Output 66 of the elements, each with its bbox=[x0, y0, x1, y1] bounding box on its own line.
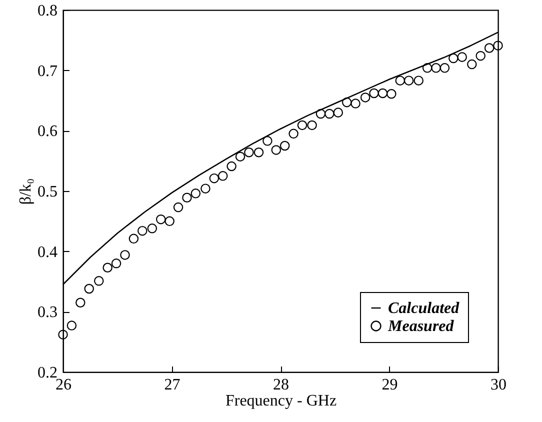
x-tick-label: 26 bbox=[56, 376, 72, 394]
point bbox=[288, 128, 298, 139]
legend-label: Measured bbox=[387, 318, 455, 335]
point bbox=[138, 226, 148, 236]
y-tick-label: 0.3 bbox=[38, 304, 58, 322]
point bbox=[182, 192, 192, 203]
point bbox=[350, 98, 360, 108]
point bbox=[58, 330, 68, 340]
point bbox=[360, 92, 370, 102]
y-axis-title: β/k₀ bbox=[18, 178, 34, 205]
point bbox=[316, 108, 326, 119]
point bbox=[76, 298, 86, 308]
point bbox=[297, 120, 308, 130]
point bbox=[128, 234, 139, 244]
point bbox=[262, 136, 272, 146]
point bbox=[147, 224, 158, 234]
point bbox=[440, 63, 450, 73]
point bbox=[94, 276, 104, 286]
point bbox=[111, 258, 122, 268]
point bbox=[164, 216, 174, 226]
y-tick-label: 0.5 bbox=[38, 184, 58, 200]
point bbox=[244, 148, 254, 158]
point bbox=[431, 63, 441, 73]
y-tick-label: 0.7 bbox=[38, 62, 58, 80]
point bbox=[457, 52, 467, 62]
y-tick-label: 0.8 bbox=[38, 2, 58, 20]
x-axis-title: Frequency - GHz bbox=[225, 392, 337, 410]
point bbox=[307, 120, 317, 130]
point bbox=[235, 152, 246, 162]
y-tick-label: 0.2 bbox=[38, 364, 58, 382]
point bbox=[218, 171, 228, 181]
point bbox=[200, 184, 210, 194]
point bbox=[333, 108, 344, 118]
y-tick-label: 0.6 bbox=[38, 123, 58, 140]
point bbox=[120, 250, 130, 260]
point bbox=[493, 40, 503, 50]
point bbox=[369, 88, 379, 98]
point bbox=[414, 76, 424, 86]
point bbox=[66, 320, 77, 330]
point bbox=[422, 63, 432, 73]
point bbox=[190, 188, 201, 198]
point bbox=[476, 50, 486, 61]
point bbox=[254, 148, 264, 158]
point bbox=[378, 88, 388, 98]
x-tick-label: 30 bbox=[490, 376, 506, 394]
point bbox=[448, 53, 458, 64]
point bbox=[173, 202, 184, 212]
point bbox=[404, 76, 414, 86]
point bbox=[467, 59, 477, 70]
point bbox=[84, 284, 94, 294]
point bbox=[226, 161, 236, 172]
point bbox=[342, 97, 352, 108]
point bbox=[324, 108, 334, 119]
point bbox=[484, 43, 494, 53]
point bbox=[395, 76, 406, 86]
point bbox=[280, 140, 290, 151]
x-tick-label: 29 bbox=[382, 376, 398, 394]
x-tick-label: 28 bbox=[273, 376, 289, 394]
x-tick-label: 27 bbox=[164, 376, 180, 394]
point bbox=[209, 173, 220, 184]
point bbox=[386, 88, 396, 99]
y-tick-label: 0.4 bbox=[38, 244, 58, 261]
legend-label: Calculated bbox=[388, 300, 460, 317]
point bbox=[156, 214, 166, 224]
point bbox=[271, 145, 282, 155]
point bbox=[102, 262, 112, 272]
